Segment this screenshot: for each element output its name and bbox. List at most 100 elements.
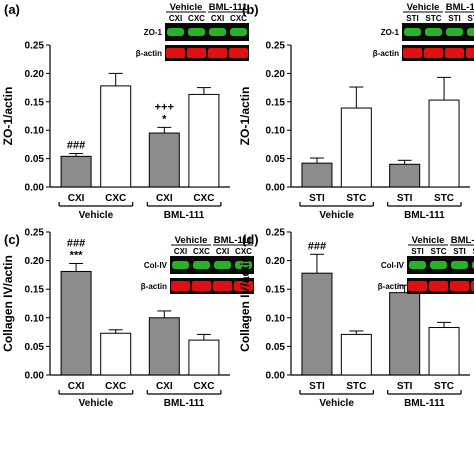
blot-band-top (409, 261, 426, 269)
bar-stc-bml111 (428, 327, 460, 376)
group-label: Vehicle (79, 210, 114, 221)
blot-lane-label: STI (411, 247, 423, 256)
y-tick-label: 0.20 (266, 256, 286, 267)
blot-band-top (193, 261, 210, 269)
panel-c: (c) 0.00 0.05 0.10 0.15 0.20 0.25 Collagen IV/a… (1, 228, 254, 409)
blot-band-top (425, 28, 442, 36)
blot-row-label: β-actin (136, 49, 162, 58)
y-tick-label: 0.20 (266, 69, 286, 80)
blot-lane-label: CXC (188, 14, 205, 23)
group-label: Vehicle (319, 398, 354, 409)
significance-marker: ### (308, 240, 326, 252)
y-tick-label: 0.25 (266, 41, 286, 52)
blot-lane-label: CXC (230, 14, 247, 23)
panel-label: (b) (242, 2, 259, 17)
blot-band-actin (187, 48, 206, 58)
blot-lane-label: STI (453, 247, 465, 256)
y-tick-label: 0.20 (25, 256, 45, 267)
blot-group-label: BML-111 (451, 235, 474, 246)
blot-band-actin (429, 281, 448, 291)
group-label: BML-111 (404, 398, 445, 409)
y-tick-label: 0.00 (25, 183, 45, 194)
y-axis-title: Collagen IV/actin (238, 255, 252, 352)
blot-row-label: ZO-1 (381, 28, 400, 37)
group-label: BML-111 (164, 210, 205, 221)
blot-band-actin (471, 281, 474, 291)
blot-band-actin (171, 281, 190, 291)
significance-marker: ### (67, 237, 85, 249)
x-tick-label: CXC (105, 381, 126, 392)
x-tick-label: STI (309, 193, 325, 204)
blot-group-label: BML-111 (446, 2, 474, 13)
y-tick-label: 0.10 (25, 126, 45, 137)
bar-cxi-vehicle (60, 155, 92, 188)
y-tick-label: 0.15 (266, 285, 286, 296)
blot-band-actin (445, 48, 464, 58)
blot-band-actin (213, 281, 232, 291)
y-tick-label: 0.00 (25, 371, 45, 382)
blot-band-actin (450, 281, 469, 291)
bar-cxc-bml111 (188, 339, 220, 376)
blot-lane-label: STC (468, 14, 474, 23)
x-tick-label: CXC (193, 381, 214, 392)
blot-lane-label: STI (406, 14, 418, 23)
blot-strip-top (165, 23, 249, 41)
blot-group-label: Vehicle (175, 235, 208, 246)
x-tick-label: CXC (193, 193, 214, 204)
blot-band-actin (403, 48, 422, 58)
blot-band-top (430, 261, 447, 269)
blot-group-label: Vehicle (407, 2, 440, 13)
blot-band-top (172, 261, 189, 269)
blot-lane-label: STC (431, 247, 447, 256)
y-tick-label: 0.10 (266, 126, 286, 137)
panel-d: (d) 0.00 0.05 0.10 0.15 0.20 0.25 Collagen IV/a… (238, 228, 474, 409)
significance-marker: +++ (155, 101, 174, 113)
y-tick-label: 0.10 (266, 313, 286, 324)
blot-row-label: β-actin (373, 49, 399, 58)
blot-row-label: β-actin (378, 282, 404, 291)
blot-band-actin (234, 281, 253, 291)
bar-cxc-vehicle (100, 85, 132, 188)
x-tick-label: STI (397, 381, 413, 392)
bar-cxc-vehicle (100, 332, 132, 376)
x-tick-label: STC (434, 193, 454, 204)
y-tick-label: 0.10 (25, 313, 45, 324)
bar-sti-bml111 (389, 163, 421, 188)
blot-band-actin (166, 48, 185, 58)
x-tick-label: STC (346, 381, 366, 392)
blot-lane-label: CXI (169, 14, 182, 23)
bar-cxi-bml111 (148, 132, 180, 188)
y-axis-title: ZO-1/actin (238, 87, 252, 146)
significance-marker: *** (70, 249, 84, 261)
group-label: Vehicle (319, 210, 354, 221)
group-label: Vehicle (79, 398, 114, 409)
y-axis-title: Collagen IV/actin (1, 255, 15, 352)
y-tick-label: 0.15 (25, 285, 45, 296)
blot-lane-label: CXI (174, 247, 187, 256)
blot-row-label: Col-IV (381, 261, 405, 270)
y-tick-label: 0.25 (25, 228, 45, 239)
blot-band-actin (408, 281, 427, 291)
blot-band-top (214, 261, 231, 269)
bar-sti-bml111 (389, 292, 421, 376)
blot-row-label: ZO-1 (144, 28, 163, 37)
panel-a: (a) 0.00 0.05 0.10 0.15 0.20 0.25 ZO-1/actin ###… (1, 2, 249, 221)
bar-cxc-bml111 (188, 93, 220, 188)
significance-marker: * (162, 113, 167, 125)
y-tick-label: 0.15 (266, 97, 286, 108)
y-tick-label: 0.00 (266, 371, 286, 382)
x-tick-label: CXI (68, 193, 85, 204)
blot-band-top (467, 28, 474, 36)
blot-lane-label: STC (473, 247, 474, 256)
blot-band-actin (208, 48, 227, 58)
group-label: BML-111 (164, 398, 205, 409)
blot-band-top (188, 28, 205, 36)
y-axis-title: ZO-1/actin (1, 87, 15, 146)
blot-band-top (451, 261, 468, 269)
blot-group-label: BML-111 (214, 235, 253, 246)
blot-lane-label: STC (426, 14, 442, 23)
blot-band-actin (466, 48, 474, 58)
panel-b: (b) 0.00 0.05 0.10 0.15 0.20 0.25 ZO-1/actin STI… (238, 2, 474, 221)
significance-marker: ### (67, 139, 85, 151)
